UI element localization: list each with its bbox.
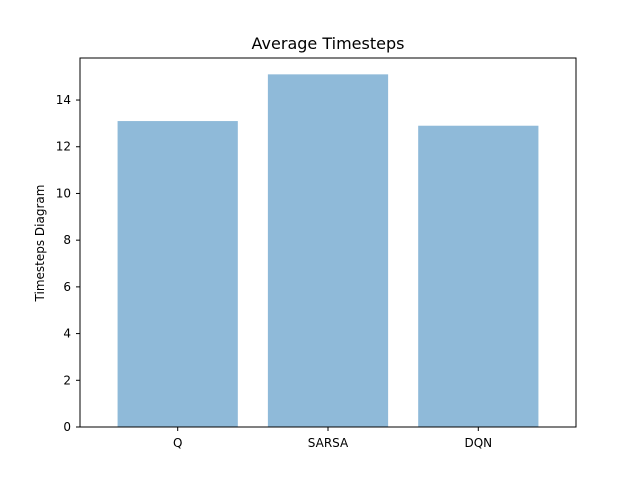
y-axis-label: Timesteps Diagram: [33, 185, 47, 303]
x-tick-label: DQN: [464, 436, 492, 450]
y-axis-ticks: 0 2 4 6 8 10 12 14: [56, 93, 80, 434]
y-tick-label: 2: [63, 373, 71, 387]
y-tick-label: 4: [63, 327, 71, 341]
y-tick-label: 12: [56, 140, 71, 154]
x-tick-label: SARSA: [308, 436, 349, 450]
y-tick-label: 0: [63, 420, 71, 434]
y-tick-label: 8: [63, 233, 71, 247]
plot-frame: [79, 57, 577, 428]
y-tick-label: 10: [56, 186, 71, 200]
x-axis-ticks: Q SARSA DQN: [173, 427, 492, 450]
bar-sarsa: [267, 74, 389, 428]
bars-layer: [117, 74, 539, 428]
bar-q: [117, 121, 238, 428]
x-tick-label: Q: [173, 436, 182, 450]
y-tick-label: 6: [63, 280, 71, 294]
bar-dqn: [418, 125, 539, 428]
y-tick-label: 14: [56, 93, 71, 107]
chart-title: Average Timesteps: [252, 34, 405, 53]
